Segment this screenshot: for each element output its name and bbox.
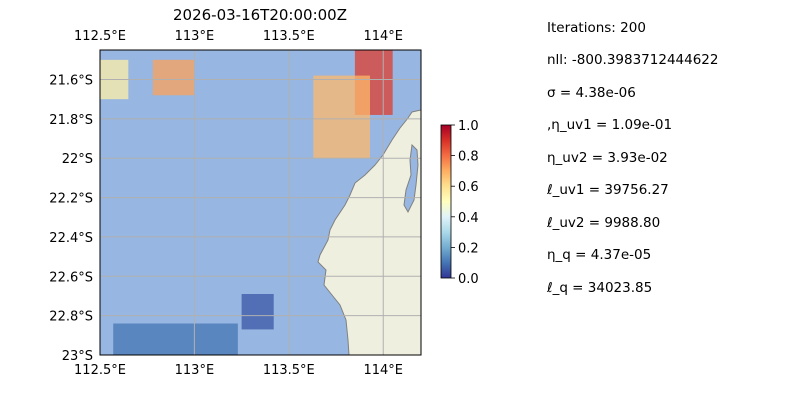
x-tick-label-top: 113°E <box>175 29 215 44</box>
chart-title: 2026-03-16T20:00:00Z <box>173 6 347 24</box>
ell-uv1-text: ℓ_uv1 = 39756.27 <box>547 182 669 198</box>
y-tick-label: 22.2°S <box>49 192 93 207</box>
inlet <box>403 143 419 214</box>
data-patch <box>113 323 238 355</box>
x-tick-label-top: 112.5°E <box>74 29 126 44</box>
colorbar <box>440 124 452 279</box>
colorbar-tick-label: 0.2 <box>458 241 479 256</box>
land-mass <box>317 109 421 355</box>
y-tick-label: 21.8°S <box>49 113 93 128</box>
x-tick-label-bottom: 113°E <box>175 363 215 378</box>
colorbar-tick-label: 0.4 <box>458 211 479 226</box>
x-tick-label-bottom: 113.5°E <box>263 363 315 378</box>
gridlines <box>100 50 421 355</box>
colorbar-tick-label: 0.8 <box>458 150 479 165</box>
colorbar-tick-label: 0.0 <box>458 272 479 287</box>
y-tick-label: 22.6°S <box>49 270 93 285</box>
x-tick-label-top: 114°E <box>363 29 403 44</box>
ell-q-text: ℓ_q = 34023.85 <box>547 280 653 296</box>
colorbar-tick-label: 1.0 <box>458 119 479 134</box>
colorbar-tick-label: 0.6 <box>458 180 479 195</box>
iterations-text: Iterations: 200 <box>547 20 646 36</box>
y-tick-label: 22.8°S <box>49 310 93 325</box>
y-tick-label: 22.4°S <box>49 231 93 246</box>
eta-q-text: η_q = 4.37e-05 <box>547 247 652 263</box>
eta-uv2-text: η_uv2 = 3.93e-02 <box>547 150 668 166</box>
y-ticks: 21.6°S 21.8°S 22°S 22.2°S 22.4°S 22.6°S 22.8°S… <box>49 74 93 364</box>
x-tick-label-bottom: 114°E <box>363 363 403 378</box>
x-ticks-bottom: 112.5°E 113°E 113.5°E 114°E <box>74 363 403 378</box>
y-tick-label: 23°S <box>62 349 93 364</box>
colorbar-ticks: 0.0 0.2 0.4 0.6 0.8 1.0 <box>451 119 479 287</box>
ell-uv2-text: ℓ_uv2 = 9988.80 <box>547 215 661 231</box>
data-patch <box>313 75 371 159</box>
x-tick-label-top: 113.5°E <box>263 29 315 44</box>
y-tick-label: 21.6°S <box>49 74 93 89</box>
map-axes <box>100 50 421 355</box>
x-ticks-top: 112.5°E 113°E 113.5°E 114°E <box>74 29 403 44</box>
data-patch <box>152 59 195 96</box>
y-tick-label: 22°S <box>62 152 93 167</box>
nll-text: nll: -800.3983712444622 <box>547 52 719 68</box>
axes-frame <box>99 49 422 356</box>
x-tick-label-bottom: 112.5°E <box>74 363 126 378</box>
sigma-text: σ = 4.38e-06 <box>547 85 636 101</box>
data-patch <box>241 294 274 330</box>
eta-uv1-text: ,η_uv1 = 1.09e-01 <box>547 117 673 133</box>
